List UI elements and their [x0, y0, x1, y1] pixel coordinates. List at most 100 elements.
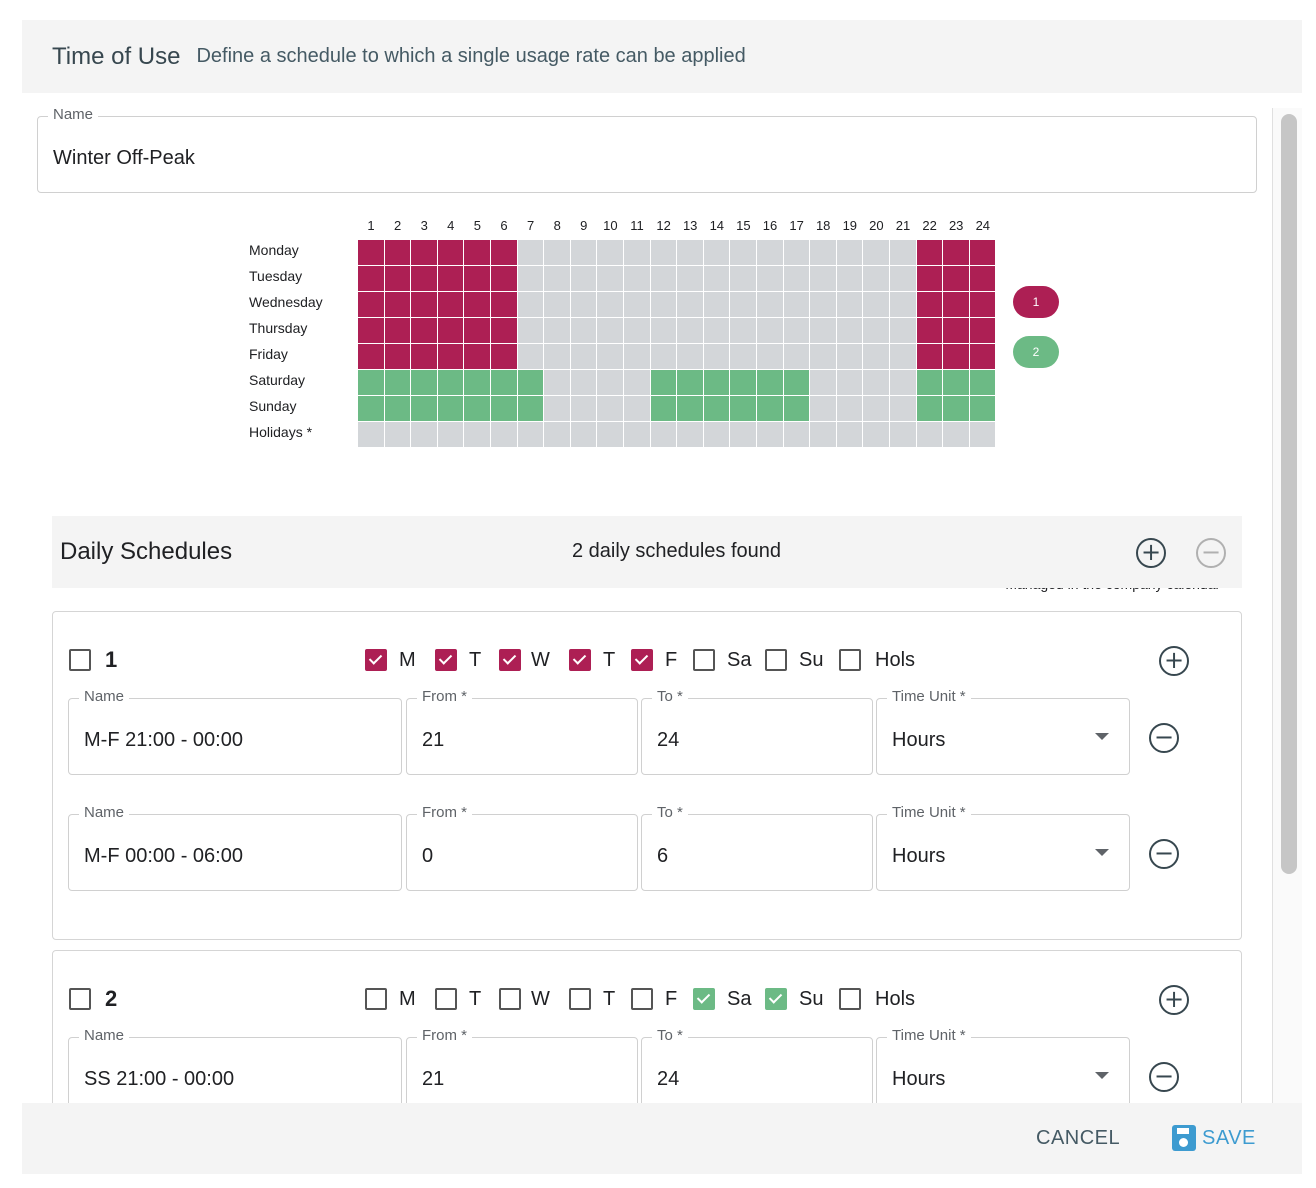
- grid-cell[interactable]: [544, 344, 571, 370]
- grid-cell[interactable]: [437, 318, 465, 344]
- grid-cell[interactable]: [650, 396, 678, 422]
- grid-cell[interactable]: [916, 396, 944, 422]
- grid-cell[interactable]: [677, 318, 704, 344]
- day-checkbox-su[interactable]: [765, 988, 787, 1010]
- grid-cell[interactable]: [491, 344, 518, 370]
- range-name-field[interactable]: Name M-F 21:00 - 00:00: [68, 688, 402, 775]
- scrollbar-thumb[interactable]: [1281, 114, 1297, 874]
- schedule-name-field[interactable]: Name Winter Off-Peak: [37, 108, 1257, 193]
- grid-cell[interactable]: [677, 370, 704, 396]
- remove-time-range-button[interactable]: −: [1149, 1062, 1179, 1092]
- grid-cell[interactable]: [863, 422, 890, 448]
- grid-cell[interactable]: [358, 292, 385, 318]
- grid-cell[interactable]: [783, 292, 811, 318]
- grid-cell[interactable]: [624, 292, 651, 318]
- grid-cell[interactable]: [570, 396, 598, 422]
- grid-cell[interactable]: [411, 266, 438, 292]
- grid-cell[interactable]: [597, 292, 624, 318]
- grid-cell[interactable]: [810, 344, 837, 370]
- day-checkbox-t[interactable]: [435, 649, 457, 671]
- grid-cell[interactable]: [863, 240, 890, 266]
- grid-cell[interactable]: [730, 240, 757, 266]
- grid-cell[interactable]: [437, 422, 465, 448]
- grid-cell[interactable]: [650, 370, 678, 396]
- remove-time-range-button[interactable]: −: [1149, 839, 1179, 869]
- grid-cell[interactable]: [703, 422, 731, 448]
- grid-cell[interactable]: [703, 344, 731, 370]
- grid-cell[interactable]: [411, 370, 438, 396]
- grid-cell[interactable]: [544, 318, 571, 344]
- grid-cell[interactable]: [836, 422, 864, 448]
- grid-cell[interactable]: [358, 396, 385, 422]
- grid-cell[interactable]: [624, 396, 651, 422]
- grid-cell[interactable]: [650, 292, 678, 318]
- grid-cell[interactable]: [384, 344, 412, 370]
- grid-cell[interactable]: [517, 344, 545, 370]
- grid-cell[interactable]: [491, 396, 518, 422]
- grid-cell[interactable]: [570, 370, 598, 396]
- grid-cell[interactable]: [836, 344, 864, 370]
- grid-cell[interactable]: [757, 370, 784, 396]
- grid-cell[interactable]: [810, 318, 837, 344]
- grid-cell[interactable]: [358, 344, 385, 370]
- grid-cell[interactable]: [544, 240, 571, 266]
- time-unit-select[interactable]: Time Unit * Hours: [876, 804, 1130, 891]
- grid-cell[interactable]: [757, 318, 784, 344]
- grid-cell[interactable]: [491, 370, 518, 396]
- grid-cell[interactable]: [703, 292, 731, 318]
- grid-cell[interactable]: [730, 318, 757, 344]
- grid-cell[interactable]: [730, 344, 757, 370]
- grid-cell[interactable]: [969, 344, 997, 370]
- grid-cell[interactable]: [650, 266, 678, 292]
- grid-cell[interactable]: [890, 240, 917, 266]
- from-field[interactable]: From * 21: [406, 1027, 638, 1103]
- grid-cell[interactable]: [730, 422, 757, 448]
- grid-cell[interactable]: [916, 344, 944, 370]
- range-name-field[interactable]: Name SS 21:00 - 00:00: [68, 1027, 402, 1103]
- grid-cell[interactable]: [437, 370, 465, 396]
- grid-cell[interactable]: [757, 422, 784, 448]
- save-button[interactable]: SAVE: [1172, 1125, 1256, 1151]
- grid-cell[interactable]: [943, 422, 970, 448]
- grid-cell[interactable]: [943, 318, 970, 344]
- time-unit-select[interactable]: Time Unit * Hours: [876, 688, 1130, 775]
- grid-cell[interactable]: [783, 396, 811, 422]
- grid-cell[interactable]: [916, 266, 944, 292]
- grid-cell[interactable]: [916, 422, 944, 448]
- grid-cell[interactable]: [969, 370, 997, 396]
- grid-cell[interactable]: [358, 266, 385, 292]
- grid-cell[interactable]: [570, 292, 598, 318]
- grid-cell[interactable]: [597, 422, 624, 448]
- grid-cell[interactable]: [810, 422, 837, 448]
- grid-cell[interactable]: [437, 396, 465, 422]
- grid-cell[interactable]: [437, 344, 465, 370]
- grid-cell[interactable]: [836, 396, 864, 422]
- grid-cell[interactable]: [677, 344, 704, 370]
- grid-cell[interactable]: [464, 344, 491, 370]
- grid-cell[interactable]: [358, 370, 385, 396]
- grid-cell[interactable]: [597, 344, 624, 370]
- cancel-button[interactable]: CANCEL: [1036, 1127, 1121, 1149]
- grid-cell[interactable]: [890, 370, 917, 396]
- grid-cell[interactable]: [890, 396, 917, 422]
- grid-cell[interactable]: [384, 396, 412, 422]
- grid-cell[interactable]: [969, 318, 997, 344]
- grid-cell[interactable]: [384, 318, 412, 344]
- grid-cell[interactable]: [783, 422, 811, 448]
- grid-cell[interactable]: [570, 240, 598, 266]
- legend-pill-1[interactable]: 1: [1013, 286, 1059, 318]
- grid-cell[interactable]: [570, 344, 598, 370]
- grid-cell[interactable]: [890, 292, 917, 318]
- add-time-range-button[interactable]: +: [1159, 985, 1189, 1015]
- day-checkbox-sa[interactable]: [693, 649, 715, 671]
- grid-cell[interactable]: [916, 370, 944, 396]
- grid-cell[interactable]: [544, 292, 571, 318]
- to-field[interactable]: To * 6: [641, 804, 873, 891]
- add-time-range-button[interactable]: +: [1159, 646, 1189, 676]
- grid-cell[interactable]: [783, 318, 811, 344]
- grid-cell[interactable]: [836, 266, 864, 292]
- grid-cell[interactable]: [624, 318, 651, 344]
- grid-cell[interactable]: [624, 370, 651, 396]
- grid-cell[interactable]: [836, 240, 864, 266]
- from-field[interactable]: From * 0: [406, 804, 638, 891]
